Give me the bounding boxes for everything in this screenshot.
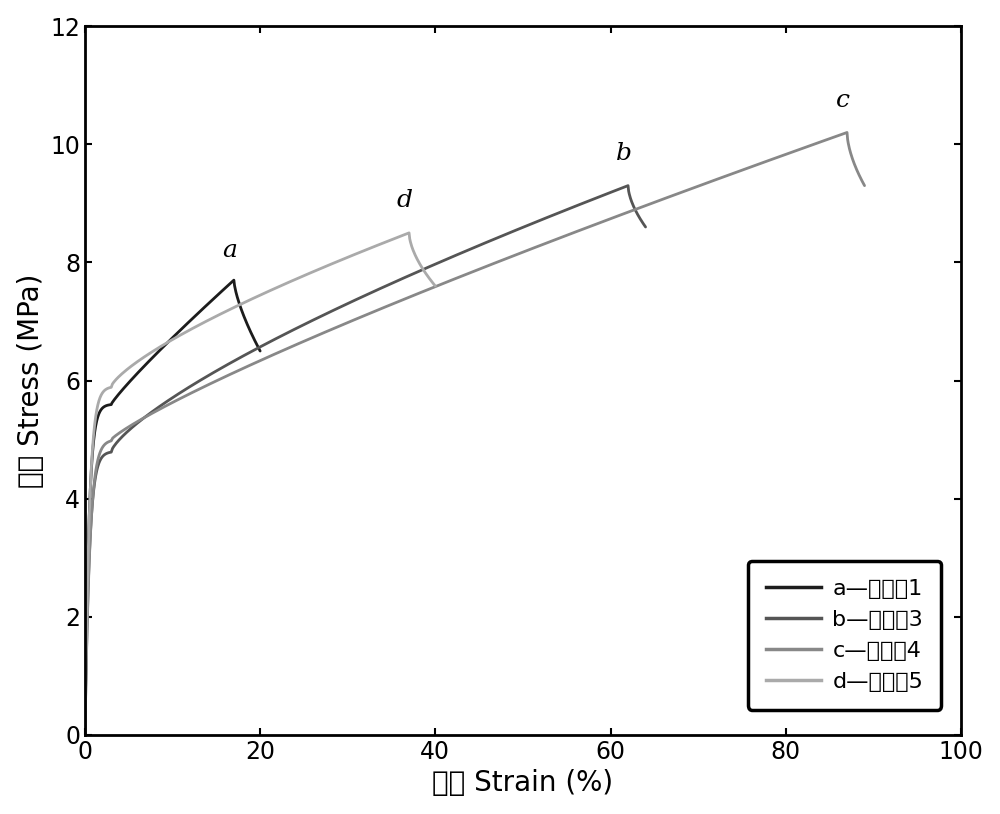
X-axis label: 应变 Strain (%): 应变 Strain (%) bbox=[432, 769, 613, 798]
Text: c: c bbox=[836, 89, 850, 112]
Legend: a—对比例1, b—实施例3, c—实施例4, d—实施例5: a—对比例1, b—实施例3, c—实施例4, d—实施例5 bbox=[748, 561, 941, 710]
Text: b: b bbox=[616, 142, 632, 165]
Text: d: d bbox=[397, 189, 413, 212]
Text: a: a bbox=[222, 239, 237, 262]
Y-axis label: 应力 Stress (MPa): 应力 Stress (MPa) bbox=[17, 274, 45, 488]
